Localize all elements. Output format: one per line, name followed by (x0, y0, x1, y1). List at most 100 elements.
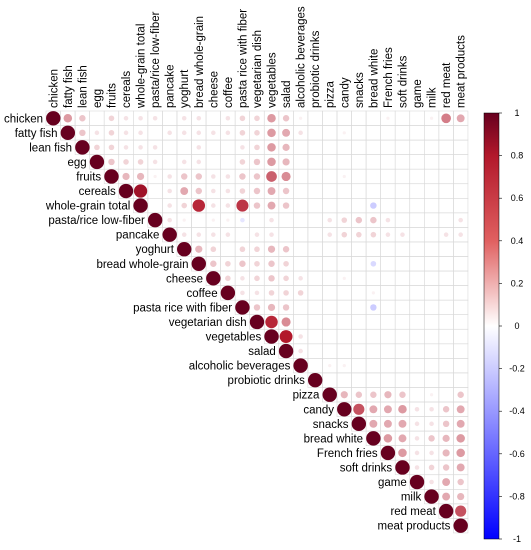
row-label: coffee (186, 288, 217, 300)
correlation-circle (240, 276, 245, 281)
grid-cell (322, 256, 338, 272)
correlation-circle (428, 435, 435, 442)
grid-cell (293, 212, 309, 228)
correlation-circle (267, 303, 276, 312)
correlation-circle (46, 111, 61, 126)
grid-cell (380, 183, 396, 199)
correlation-circle (322, 387, 337, 402)
correlation-circle (191, 256, 206, 271)
correlation-circle (456, 114, 465, 123)
grid-cell (278, 212, 294, 228)
grid-cell (365, 328, 381, 345)
grid-cell (322, 139, 338, 155)
colorbar-tick-label: 0.8 (511, 151, 524, 161)
grid-cell (322, 198, 338, 214)
grid-cell (380, 285, 396, 301)
grid-cell (336, 343, 352, 359)
colorbar-tick-label: -0.8 (509, 491, 525, 501)
correlation-circle (283, 260, 289, 267)
correlation-circle (162, 227, 177, 242)
grid-cell (423, 256, 440, 272)
grid-cell (307, 139, 323, 155)
grid-cell (409, 125, 425, 141)
grid-cell (409, 314, 425, 330)
correlation-circle (456, 448, 465, 458)
correlation-circle (442, 434, 450, 442)
colorbar-tick-label: -0.6 (509, 449, 525, 459)
column-label: milk (427, 87, 439, 108)
grid-cell (438, 358, 454, 374)
correlation-circle (442, 420, 450, 428)
grid-cell (365, 372, 381, 388)
correlation-circle (385, 232, 391, 237)
correlation-circle (240, 145, 245, 150)
column-label: salad (281, 81, 293, 109)
grid-cell (423, 343, 440, 359)
grid-cell (438, 125, 454, 141)
grid-cell (307, 125, 323, 141)
grid-cell (453, 358, 469, 374)
correlation-circle (283, 290, 289, 296)
grid-cell (176, 139, 192, 155)
correlation-circle (269, 217, 274, 223)
grid-cell (322, 328, 338, 345)
correlation-circle (398, 405, 407, 414)
correlation-circle (210, 246, 217, 253)
row-label: meat products (378, 521, 451, 533)
grid-cell (365, 314, 381, 330)
grid-cell (307, 270, 323, 286)
correlation-circle (239, 159, 246, 165)
grid-cell (293, 183, 309, 199)
grid-cell (89, 110, 105, 126)
grid-cell (147, 125, 163, 141)
correlation-circle (181, 159, 187, 165)
correlation-circle (414, 421, 420, 427)
grid-cell (438, 241, 454, 257)
correlation-circle (269, 232, 274, 237)
correlation-circle (328, 364, 332, 368)
correlation-circle (180, 187, 189, 195)
grid-cell (394, 270, 411, 286)
correlation-circle (383, 434, 393, 443)
row-label: salad (248, 346, 276, 358)
column-label: chicken (48, 69, 60, 108)
correlation-circle (239, 115, 246, 122)
grid-cell (351, 358, 367, 374)
correlation-circle (253, 187, 261, 195)
correlation-circle (278, 343, 294, 359)
grid-cell (394, 110, 411, 126)
grid-cell (423, 198, 440, 214)
correlation-circle (456, 419, 465, 428)
grid-cell (409, 285, 425, 301)
grid-cell (307, 110, 323, 126)
correlation-circle (167, 203, 172, 208)
grid-cell (453, 125, 469, 141)
correlation-circle (268, 260, 275, 267)
row-label: candy (303, 404, 334, 416)
correlation-circle (195, 187, 202, 195)
correlation-circle (239, 173, 246, 180)
correlation-circle (108, 130, 115, 136)
grid-cell (351, 241, 367, 257)
grid-cell (351, 256, 367, 272)
grid-cell (423, 227, 440, 243)
correlation-circle (138, 115, 143, 121)
grid-cell (423, 285, 440, 301)
grid-cell (365, 154, 381, 170)
correlation-circle (108, 115, 115, 122)
correlation-circle (177, 242, 192, 257)
grid-cell (365, 270, 381, 286)
correlation-circle (282, 246, 290, 253)
colorbar-tick-label: 0 (514, 321, 519, 331)
grid-cell (380, 241, 396, 257)
grid-cell (453, 314, 469, 330)
column-label: snacks (354, 72, 366, 108)
correlation-circle (341, 231, 348, 238)
grid-cell (336, 110, 352, 126)
grid-cell (394, 168, 411, 185)
grid-cell (351, 328, 367, 345)
grid-cell (307, 198, 323, 214)
correlation-circle (298, 130, 303, 136)
grid-cell (453, 256, 469, 272)
row-label: bread whole-grain (96, 259, 188, 271)
